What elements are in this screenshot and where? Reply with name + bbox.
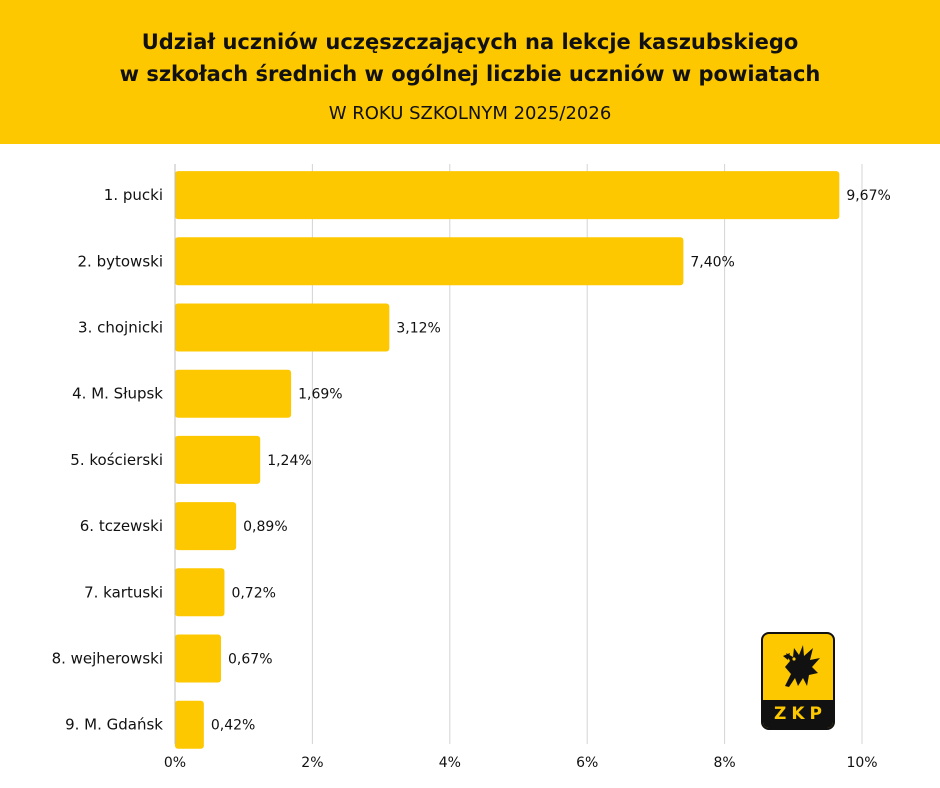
value-label: 0,42% xyxy=(211,718,255,734)
value-label: 0,72% xyxy=(231,585,275,601)
bar xyxy=(175,634,222,683)
value-label: 1,69% xyxy=(298,387,342,403)
x-tick-label: 8% xyxy=(713,755,735,771)
bar xyxy=(175,502,237,551)
x-tick-label: 2% xyxy=(301,755,323,771)
x-tick-label: 10% xyxy=(846,755,877,771)
zkp-logo: ZKP xyxy=(761,632,835,730)
chart-subtitle: W ROKU SZKOLNYM 2025/2026 xyxy=(328,103,612,124)
bar xyxy=(175,568,225,617)
category-label: 1. pucki xyxy=(104,186,163,204)
header-banner: Udział uczniów uczęszczających na lekcje… xyxy=(0,0,940,144)
bar xyxy=(175,171,840,220)
category-label: 9. M. Gdańsk xyxy=(65,716,163,734)
x-tick-label: 0% xyxy=(164,755,186,771)
category-label: 6. tczewski xyxy=(80,517,163,535)
x-tick-label: 6% xyxy=(576,755,598,771)
logo-band xyxy=(763,700,833,728)
bar xyxy=(175,303,390,352)
value-label: 9,67% xyxy=(846,188,890,204)
value-label: 3,12% xyxy=(396,321,440,337)
category-label: 8. wejherowski xyxy=(52,650,163,668)
bar xyxy=(175,700,204,749)
category-label: 3. chojnicki xyxy=(78,319,163,337)
category-label: 4. M. Słupsk xyxy=(72,385,163,403)
category-label: 7. kartuski xyxy=(84,583,163,601)
x-tick-label: 4% xyxy=(439,755,461,771)
bar xyxy=(175,369,292,418)
chart-title: Udział uczniów uczęszczających na lekcje… xyxy=(119,30,821,86)
bar xyxy=(175,435,261,484)
category-label: 2. bytowski xyxy=(78,252,163,270)
value-label: 7,40% xyxy=(690,254,734,270)
value-label: 0,89% xyxy=(243,519,287,535)
category-label: 5. kościerski xyxy=(70,451,163,469)
bar xyxy=(175,237,684,286)
griffin-icon xyxy=(783,645,820,687)
logo-text: ZKP xyxy=(774,704,827,724)
value-label: 0,67% xyxy=(228,652,272,668)
value-label: 1,24% xyxy=(267,453,311,469)
